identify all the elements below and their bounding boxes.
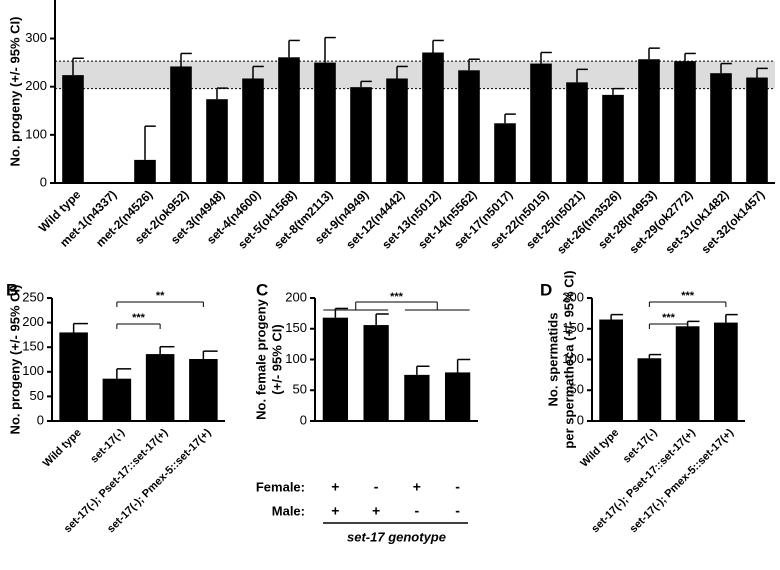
- y-tick-label: 150: [285, 320, 307, 335]
- y-tick-label: 200: [285, 289, 307, 304]
- significance-label: ***: [390, 291, 404, 303]
- y-tick-label: 100: [22, 363, 44, 378]
- bar: [599, 319, 623, 421]
- genotype-row-label: Male:: [272, 503, 305, 518]
- genotype-row-label: Female:: [256, 479, 305, 494]
- y-axis-label: per spermatheca (+/- 95% CI): [561, 270, 576, 448]
- x-tick-label: set-17(-): [88, 426, 127, 465]
- bar: [102, 378, 132, 421]
- y-tick-label: 0: [577, 412, 584, 427]
- panel-letter: B: [6, 280, 18, 299]
- x-tick-label: set-29(ok2772): [626, 187, 695, 256]
- y-axis-label: No. female progeny: [253, 298, 268, 419]
- significance-label: ***: [662, 312, 676, 324]
- bar: [386, 78, 408, 183]
- significance-label: **: [156, 290, 165, 302]
- genotype-value: +: [413, 479, 421, 495]
- y-tick-label: 100: [285, 351, 307, 366]
- bar: [638, 59, 660, 184]
- bar: [674, 61, 696, 184]
- y-tick-label: 200: [562, 289, 584, 304]
- bar: [422, 52, 444, 184]
- bar: [206, 99, 228, 183]
- genotype-value: +: [331, 503, 339, 519]
- panel-letter: C: [256, 280, 268, 299]
- bar: [242, 78, 264, 183]
- genotype-value: +: [331, 479, 339, 495]
- y-tick-label: 200: [22, 314, 44, 329]
- bar: [145, 354, 175, 421]
- y-tick-label: 150: [22, 339, 44, 354]
- genotype-value: +: [372, 503, 380, 519]
- significance-label: ***: [132, 312, 146, 324]
- bar: [189, 359, 218, 421]
- genotype-value: -: [415, 503, 420, 519]
- significance-label: ***: [681, 290, 695, 302]
- bar: [566, 82, 588, 183]
- bar: [458, 70, 480, 183]
- bar: [637, 358, 662, 421]
- x-tick-label: set-17(-): [621, 426, 660, 465]
- y-tick-label: 50: [570, 382, 584, 397]
- bar: [62, 75, 84, 183]
- y-tick-label: 50: [30, 388, 44, 403]
- genotype-value: -: [455, 479, 460, 495]
- y-axis-label: No. spermatids: [545, 313, 560, 407]
- y-tick-label: 100: [562, 351, 584, 366]
- bar: [494, 123, 516, 183]
- genotype-value: -: [455, 503, 460, 519]
- y-axis-label: (+/- 95% CI): [269, 324, 284, 394]
- y-tick-label: 100: [25, 126, 47, 141]
- bar: [714, 322, 738, 421]
- bar: [170, 66, 192, 183]
- y-tick-label: 300: [25, 30, 47, 45]
- x-tick-label: Wild type: [578, 427, 621, 470]
- panel-letter: D: [540, 280, 552, 299]
- y-tick-label: 250: [22, 289, 44, 304]
- x-tick-label: Wild type: [41, 427, 84, 470]
- bar: [746, 77, 768, 183]
- bar: [278, 57, 300, 184]
- bar: [530, 63, 552, 183]
- y-axis-label: No. progeny (+/- 95% CI): [7, 285, 22, 435]
- y-tick-label: 50: [293, 382, 307, 397]
- reference-band: [55, 61, 775, 89]
- y-axis-label: No. progeny (+/- 95% CI): [7, 17, 22, 167]
- y-tick-label: 0: [37, 412, 44, 427]
- x-tick-label: set-32(ok1457): [698, 187, 767, 256]
- x-axis-label: set-17 genotype: [347, 529, 446, 544]
- y-tick-label: 150: [562, 320, 584, 335]
- bar: [444, 372, 471, 421]
- y-tick-label: 0: [300, 412, 307, 427]
- bar: [134, 159, 156, 183]
- bar: [314, 62, 336, 183]
- bar: [675, 326, 700, 421]
- bar: [602, 94, 624, 183]
- bar: [404, 374, 430, 421]
- genotype-value: -: [374, 479, 379, 495]
- bar: [710, 73, 732, 183]
- x-tick-label: set-26(tm3526): [554, 187, 623, 256]
- y-tick-label: 200: [25, 78, 47, 93]
- bar: [350, 87, 372, 183]
- bar: [363, 325, 389, 421]
- bar: [59, 332, 88, 421]
- y-tick-label: 0: [40, 174, 47, 189]
- x-tick-label: set-31(ok1482): [662, 187, 731, 256]
- bar: [322, 317, 349, 421]
